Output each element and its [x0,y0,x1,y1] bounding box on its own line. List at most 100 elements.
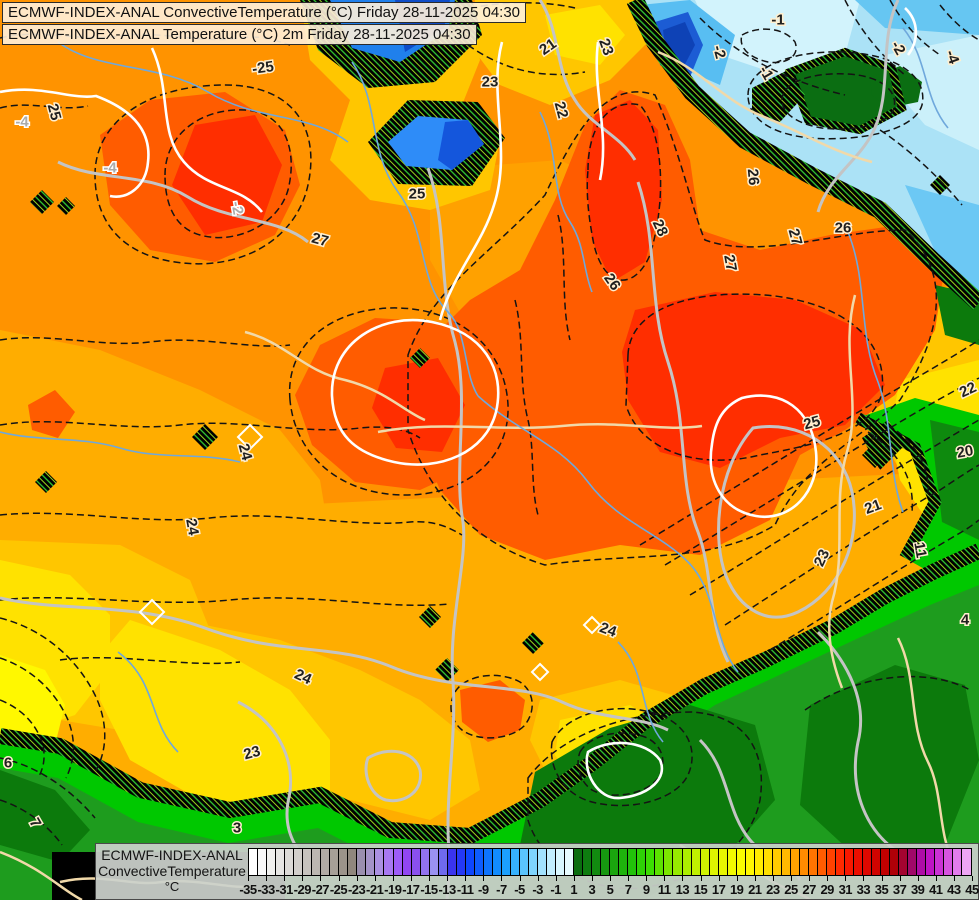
legend-tick-label: 23 [766,882,780,897]
legend-colorbar-wrap: -35 -33 -31 -29 -27 -25 -23 -21 -19 -17 -15 -13 -11-… [239,848,979,899]
legend-tick-label: -7 [496,882,507,897]
legend-tick-label: 39 [910,882,925,897]
legend-cell [438,849,448,875]
legend-cell [528,849,538,875]
legend-cell [393,849,403,875]
legend-cell [249,849,259,875]
legend-tick [646,876,648,881]
legend-tick [573,876,575,881]
legend-cell [402,849,412,875]
contour-label: 23 [482,74,499,91]
contour-label: -1 [771,12,784,29]
legend-tick [736,876,738,881]
legend-tick-label: 43 [947,882,961,897]
contour-label: 22 [957,379,979,401]
legend-tick-label: 1 [570,882,578,897]
legend-tick-label: -17 [402,882,420,897]
legend-tick [935,876,937,881]
legend-tick-label: 33 [856,882,871,897]
legend-cell [501,849,511,875]
legend-cell [330,849,340,875]
rivers [0,27,949,753]
legend-cell [312,849,322,875]
contour-label: 26 [744,168,762,186]
contour-label: 27 [720,253,740,272]
legend-tick [610,876,611,881]
legend-tick [881,876,883,881]
legend-tick-label: 31 [838,882,853,897]
legend-cell [610,849,620,875]
legend-tick-label: -3 [532,882,543,897]
legend-cell [420,849,430,875]
legend-cell [474,849,484,875]
legend-cell [745,849,755,875]
legend-cell [492,849,502,875]
legend-tick [284,876,286,881]
legend-tick [392,876,394,881]
map-title-secondary: ECMWF-INDEX-ANAL Temperature (°C) 2m Fri… [2,24,477,45]
legend-tick [555,876,557,881]
legend-cell [691,849,701,875]
legend-cell [854,849,864,875]
legend-cell [899,849,909,875]
legend-tick [664,876,666,881]
legend-cell [836,849,846,875]
legend-cell [348,849,358,875]
legend-tick-label: -27 [311,882,330,897]
legend-tick-label: 5 [606,882,614,897]
legend-tick-label: 17 [711,882,726,897]
contour-label: 24 [235,442,256,463]
contour-label: -25 [251,58,275,78]
legend-tick-label: -21 [366,882,384,897]
legend-cell [926,849,936,875]
legend-cell [872,849,882,875]
legend-cell [935,849,945,875]
legend-cell [637,849,647,875]
legend-tick-label: 25 [784,882,798,897]
legend-cell [411,849,421,875]
legend-tick-label: 3 [588,882,596,897]
legend-tick-label: -19 [384,882,402,897]
legend-tick [899,876,901,881]
legend-tick-label: 11 [657,882,671,897]
legend-cell [827,849,837,875]
legend-unit: °C [164,879,180,894]
legend-cell [863,849,873,875]
legend-tick-label: 13 [675,882,690,897]
legend-cell [303,849,313,875]
contour-label: 25 [409,186,426,203]
legend-tick [772,876,774,881]
legend-tick [519,876,521,881]
legend-tick-label: 45 [965,882,979,897]
legend-cell [601,849,611,875]
legend-cell [709,849,719,875]
legend-tick [863,876,865,881]
contour-label: 24 [182,517,202,537]
legend-tick-labels: -35 -33 -31 -29 -27 -25 -23 -21 -19 -17 -15 -13 -11-… [239,882,979,897]
legend-tick [700,876,702,881]
contour-label: 27 [785,227,806,248]
legend-tick-label: 29 [820,882,834,897]
legend-cell [772,849,782,875]
legend-tick-label: 27 [802,882,816,897]
contour-label: 26 [835,220,852,237]
legend-cell [718,849,728,875]
legend-text-block: ECMWF-INDEX-ANAL ConvectiveTemperature °… [96,844,248,899]
legend-cell [267,849,277,875]
contour-label: -4 [15,114,29,131]
contour-label: 3 [233,820,241,837]
legend-tick [791,876,792,881]
legend-cell [845,849,855,875]
contour-label: 23 [242,743,263,764]
legend-tick-label: -15 [420,882,438,897]
legend-tick [447,876,449,881]
legend: ECMWF-INDEX-ANAL ConvectiveTemperature °… [95,843,979,900]
legend-tick [302,876,304,881]
legend-cell [727,849,737,875]
legend-tick [809,876,811,881]
legend-cell [538,849,548,875]
legend-tick [827,876,829,881]
legend-cell [817,849,827,875]
legend-tick [248,876,249,881]
